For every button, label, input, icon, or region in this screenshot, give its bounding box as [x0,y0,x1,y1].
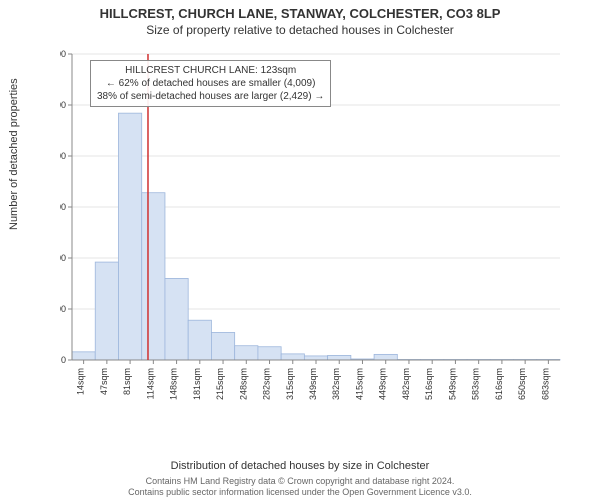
svg-text:616sqm: 616sqm [494,368,504,400]
svg-text:14sqm: 14sqm [76,368,86,395]
svg-text:382sqm: 382sqm [331,368,341,400]
svg-text:683sqm: 683sqm [540,368,550,400]
y-axis-label: Number of detached properties [8,78,20,230]
svg-text:583sqm: 583sqm [471,368,481,400]
svg-text:114sqm: 114sqm [145,368,155,399]
svg-text:516sqm: 516sqm [424,368,434,400]
svg-text:0: 0 [61,355,66,365]
svg-text:282sqm: 282sqm [262,368,272,400]
svg-text:349sqm: 349sqm [308,368,318,400]
svg-text:650sqm: 650sqm [517,368,527,400]
title-block: HILLCREST, CHURCH LANE, STANWAY, COLCHES… [0,0,600,37]
svg-text:549sqm: 549sqm [447,368,457,400]
page-subtitle: Size of property relative to detached ho… [0,23,600,37]
svg-text:415sqm: 415sqm [354,368,364,400]
chart-area: 0 500 1000 1500 2000 2500 3000 14sqm 47sqm 81sqm 1… [60,50,570,420]
svg-text:315sqm: 315sqm [285,368,295,400]
svg-text:3000: 3000 [60,50,66,59]
svg-text:1500: 1500 [60,202,66,212]
svg-text:482sqm: 482sqm [401,368,411,400]
svg-text:1000: 1000 [60,253,66,263]
annotation-line2: ← 62% of detached houses are smaller (4,… [97,77,324,90]
svg-text:449sqm: 449sqm [378,368,388,400]
footer: Contains HM Land Registry data © Crown c… [0,476,600,499]
footer-line1: Contains HM Land Registry data © Crown c… [0,476,600,487]
svg-text:500: 500 [60,304,66,314]
svg-text:2500: 2500 [60,100,66,110]
annotation-line1: HILLCREST CHURCH LANE: 123sqm [97,64,324,77]
page-title: HILLCREST, CHURCH LANE, STANWAY, COLCHES… [0,6,600,21]
svg-text:148sqm: 148sqm [169,368,179,400]
svg-text:47sqm: 47sqm [99,368,109,395]
svg-text:81sqm: 81sqm [122,368,132,395]
svg-text:181sqm: 181sqm [192,368,202,400]
annotation-line3: 38% of semi-detached houses are larger (… [97,90,324,103]
svg-text:248sqm: 248sqm [238,368,248,400]
x-axis-label: Distribution of detached houses by size … [0,460,600,472]
footer-line2: Contains public sector information licen… [0,487,600,498]
annotation-box: HILLCREST CHURCH LANE: 123sqm ← 62% of d… [90,60,331,107]
svg-text:2000: 2000 [60,151,66,161]
svg-text:215sqm: 215sqm [215,368,225,400]
